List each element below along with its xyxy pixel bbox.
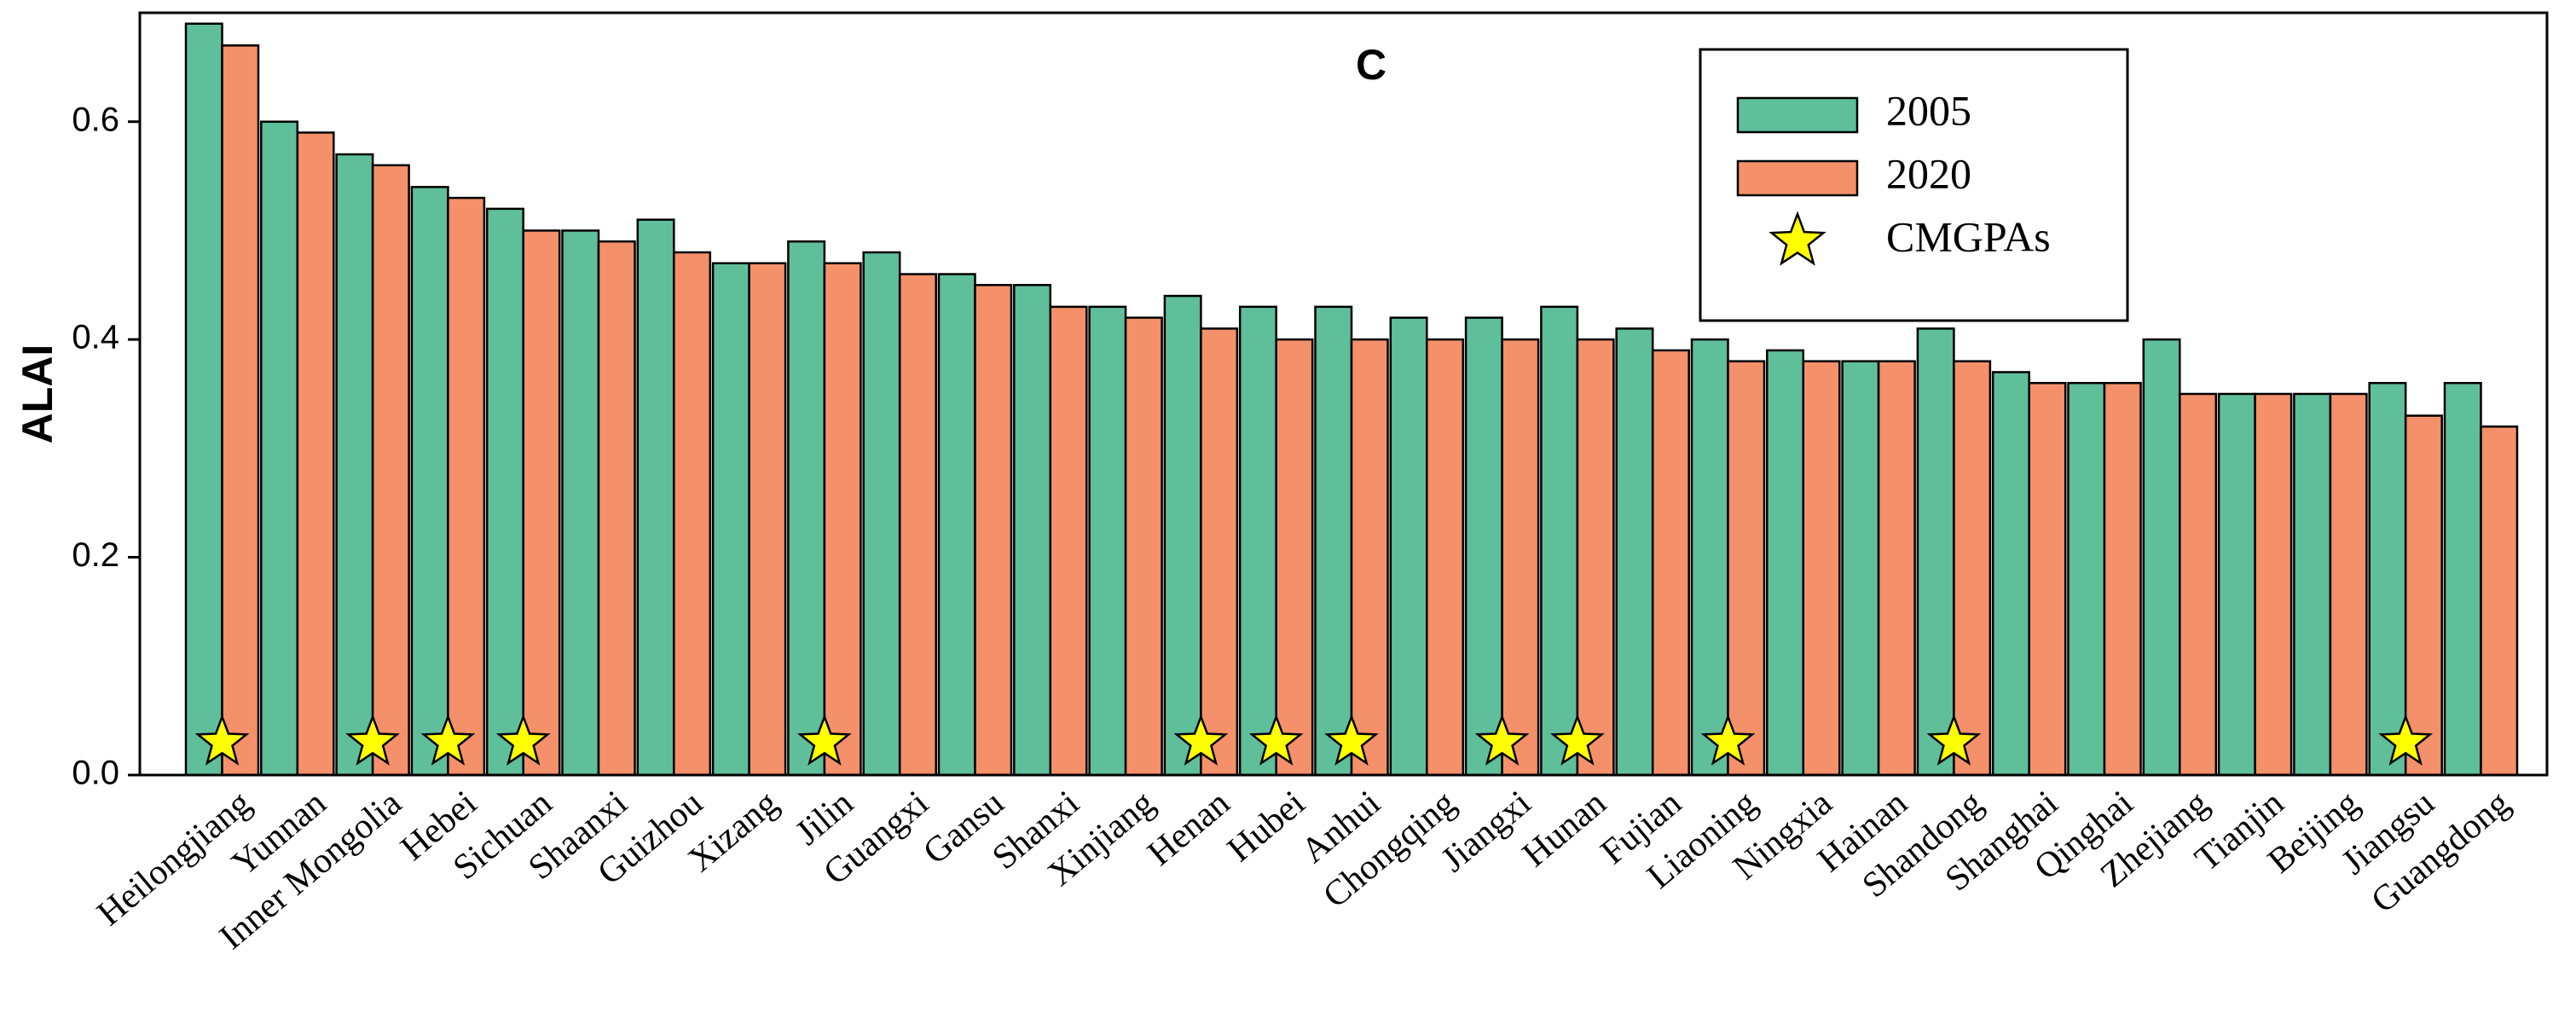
bar	[2293, 392, 2332, 777]
cmgpa-star	[1324, 714, 1379, 766]
y-tick-label: 0.0	[72, 755, 119, 792]
cmgpa-star	[1173, 714, 1229, 766]
legend-swatch	[1736, 159, 1859, 197]
bar	[1426, 338, 1465, 777]
bar	[1690, 338, 1729, 777]
y-tick-label: 0.4	[72, 319, 119, 356]
bar	[184, 22, 223, 777]
bar	[1576, 338, 1615, 777]
cmgpa-star	[194, 714, 250, 766]
cmgpa-star	[2378, 714, 2434, 766]
bar	[1991, 371, 2030, 777]
bar	[1953, 360, 1992, 777]
y-axis-label: ALAI	[14, 344, 61, 444]
bar	[2067, 381, 2106, 777]
bar	[410, 186, 449, 777]
bar	[597, 240, 636, 777]
bar	[2142, 338, 2181, 777]
legend-label: 2020	[1886, 149, 1971, 197]
bar	[2217, 392, 2256, 777]
bar	[2254, 392, 2293, 777]
plot-frame	[138, 11, 2549, 777]
bar	[485, 207, 524, 777]
cmgpa-star	[1474, 714, 1530, 766]
bar	[1766, 349, 1805, 777]
bar	[1651, 349, 1690, 777]
bar	[2329, 392, 2368, 777]
bar	[748, 262, 787, 777]
bar	[447, 196, 486, 777]
bar	[561, 229, 600, 777]
bar	[1350, 338, 1389, 777]
bar	[711, 262, 750, 777]
bar	[2443, 381, 2482, 777]
bar	[1088, 305, 1127, 777]
bar	[1877, 360, 1916, 777]
bar	[1163, 294, 1202, 777]
bar	[898, 273, 937, 777]
bar	[2103, 381, 2142, 777]
bar	[2368, 381, 2407, 777]
bar	[2028, 381, 2067, 777]
bar	[673, 251, 712, 777]
bar	[296, 131, 335, 777]
bar	[1727, 360, 1766, 777]
bar	[2179, 392, 2218, 777]
bar	[1464, 316, 1503, 777]
bar	[1049, 305, 1088, 777]
cmgpa-star	[1926, 714, 1982, 766]
cmgpa-star	[797, 714, 852, 766]
bar	[1615, 327, 1654, 777]
y-tick-label: 0.6	[72, 101, 119, 138]
bar	[335, 153, 374, 777]
cmgpa-star	[1248, 714, 1304, 766]
bar	[1124, 316, 1163, 777]
bar	[937, 273, 976, 777]
bar	[371, 164, 410, 777]
bar	[260, 120, 299, 777]
bar	[787, 240, 826, 777]
bar	[1841, 360, 1880, 777]
legend-swatch	[1736, 96, 1859, 134]
bar	[1013, 284, 1052, 777]
bar	[1540, 305, 1579, 777]
bar	[636, 218, 675, 777]
chart-title: C	[1356, 41, 1386, 89]
bar	[1200, 327, 1239, 777]
legend-label: 2005	[1886, 86, 1971, 134]
bar	[1501, 338, 1540, 777]
bar	[1238, 305, 1277, 777]
bar	[522, 229, 561, 777]
bar	[1802, 360, 1841, 777]
bar	[823, 262, 862, 777]
x-tick-label: Hunan	[1515, 784, 1613, 875]
x-tick-label: Hubei	[1220, 784, 1312, 870]
cmgpa-star	[495, 714, 551, 766]
bar	[1314, 305, 1353, 777]
bar	[2480, 425, 2519, 777]
bar	[974, 284, 1013, 777]
y-tick-label: 0.2	[72, 536, 119, 574]
x-tick-label: Henan	[1140, 784, 1237, 874]
legend: 2005 2020 CMGPAs	[1699, 48, 2129, 322]
bar	[1275, 338, 1314, 777]
cmgpa-star	[345, 714, 400, 766]
cmgpa-star	[420, 714, 476, 766]
cmgpa-star	[1550, 714, 1605, 766]
bar	[2404, 414, 2443, 777]
bar	[1389, 316, 1428, 777]
bar	[1916, 327, 1955, 777]
bar	[862, 251, 901, 777]
legend-label: CMGPAs	[1886, 212, 2051, 260]
legend-symbol	[1768, 211, 1826, 266]
cmgpa-star	[1700, 714, 1756, 766]
bar	[221, 44, 260, 777]
